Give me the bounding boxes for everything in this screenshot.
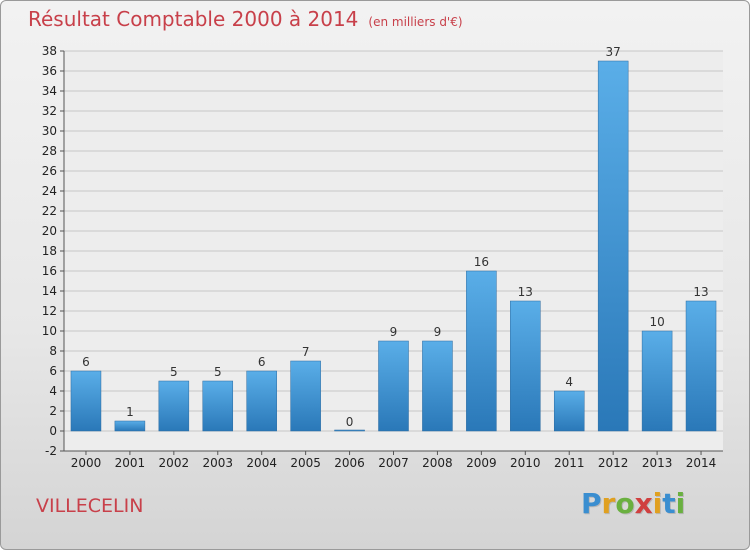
bar — [158, 380, 190, 432]
x-tick-label: 2000 — [71, 456, 102, 470]
chart-subtitle: (en milliers d'€) — [368, 15, 463, 29]
y-tick-label: 2 — [49, 404, 57, 418]
proxiti-logo: Proxiti — [581, 487, 685, 520]
data-label: 1 — [126, 405, 134, 419]
x-tick-label: 2001 — [115, 456, 146, 470]
data-label: 6 — [258, 355, 266, 369]
data-label: 4 — [565, 375, 573, 389]
logo-letter: i — [675, 487, 686, 520]
bar — [641, 330, 673, 432]
y-tick-label: 12 — [42, 304, 57, 318]
commune-name: VILLECELIN — [36, 495, 144, 517]
x-tick-label: 2014 — [686, 456, 717, 470]
bar — [202, 380, 234, 432]
y-tick-label: 24 — [42, 184, 57, 198]
bar — [378, 340, 409, 432]
y-tick-label: 8 — [49, 344, 57, 358]
y-tick-label: 4 — [49, 384, 57, 398]
y-tick-label: 6 — [49, 364, 57, 378]
logo-letter: P — [581, 487, 602, 520]
y-tick-label: -2 — [45, 444, 57, 458]
y-tick-label: 14 — [42, 284, 57, 298]
data-label: 10 — [649, 315, 664, 329]
bar — [466, 270, 497, 432]
logo-letter: t — [662, 487, 676, 520]
bar — [422, 340, 453, 432]
y-tick-label: 16 — [42, 264, 57, 278]
y-tick-label: 18 — [42, 244, 57, 258]
y-tick-label: 0 — [49, 424, 57, 438]
x-tick-label: 2006 — [334, 456, 365, 470]
bar — [290, 360, 321, 432]
logo-letter: r — [601, 487, 616, 520]
y-tick-label: 30 — [42, 124, 57, 138]
y-tick-label: 10 — [42, 324, 57, 338]
data-label: 9 — [390, 325, 398, 339]
bar — [553, 390, 585, 432]
x-tick-label: 2002 — [159, 456, 190, 470]
x-tick-label: 2004 — [246, 456, 277, 470]
data-label: 13 — [693, 285, 708, 299]
x-tick-label: 2013 — [642, 456, 673, 470]
x-tick-label: 2010 — [510, 456, 541, 470]
data-label: 37 — [606, 45, 621, 59]
data-label: 16 — [474, 255, 489, 269]
logo-letter: o — [615, 487, 635, 520]
chart-title: Résultat Comptable 2000 à 2014 (en millie… — [28, 7, 463, 31]
x-tick-label: 2003 — [202, 456, 233, 470]
logo-letter: i — [652, 487, 663, 520]
x-tick-label: 2005 — [290, 456, 321, 470]
bar — [334, 429, 365, 432]
y-tick-label: 20 — [42, 224, 57, 238]
data-label: 7 — [302, 345, 310, 359]
x-tick-label: 2012 — [598, 456, 629, 470]
bar — [114, 420, 146, 432]
data-label: 13 — [518, 285, 533, 299]
data-label: 0 — [346, 415, 354, 429]
y-tick-label: 36 — [42, 64, 57, 78]
y-tick-label: 26 — [42, 164, 57, 178]
y-tick-label: 34 — [42, 84, 57, 98]
bar — [510, 300, 541, 432]
bar — [70, 370, 102, 432]
y-tick-label: 32 — [42, 104, 57, 118]
logo-letter: x — [634, 487, 653, 520]
x-tick-label: 2009 — [466, 456, 497, 470]
bar — [597, 60, 629, 432]
x-tick-label: 2011 — [554, 456, 585, 470]
x-tick-label: 2007 — [378, 456, 409, 470]
chart-title-text: Résultat Comptable 2000 à 2014 — [28, 7, 359, 31]
data-label: 5 — [214, 365, 222, 379]
y-tick-label: 28 — [42, 144, 57, 158]
y-tick-label: 38 — [42, 44, 57, 58]
y-tick-label: 22 — [42, 204, 57, 218]
bar — [685, 300, 717, 432]
data-label: 6 — [82, 355, 90, 369]
data-label: 9 — [434, 325, 442, 339]
x-tick-label: 2008 — [422, 456, 453, 470]
bar — [246, 370, 277, 432]
data-label: 5 — [170, 365, 178, 379]
